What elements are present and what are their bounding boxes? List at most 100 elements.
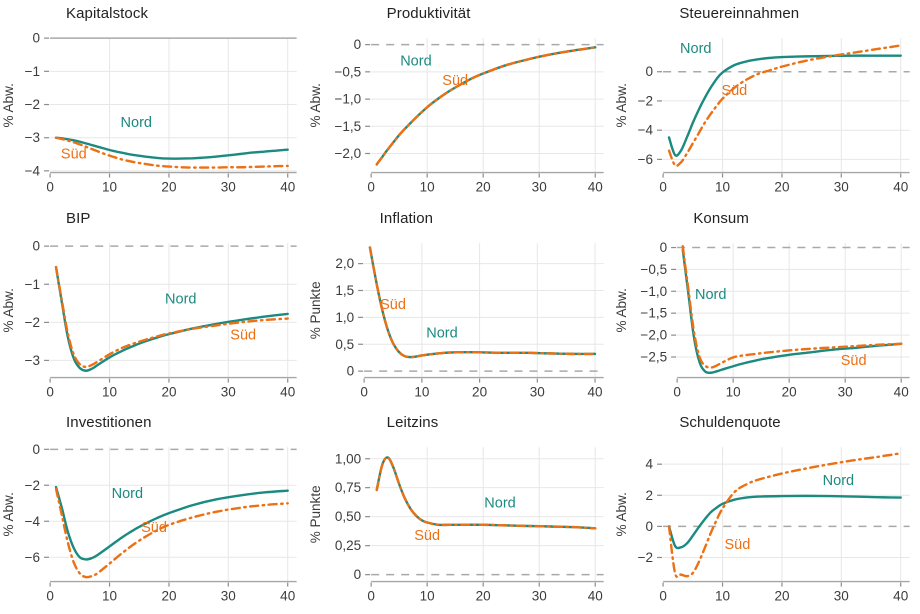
chart-title: Inflation (379, 209, 434, 227)
y-tick-label: −0,5 (641, 262, 668, 277)
chart-panel-kapitalstock: 0 10 20 30 40 0 −1 −2 −3 −4 % Abw. Nord Süd Kapitals… (0, 0, 307, 205)
y-axis-label: % Abw. (1, 492, 16, 536)
y-tick-label: 1,00 (334, 452, 360, 467)
chart-panel-bip: 0 10 20 30 40 0 −1 −2 −3 % Abw. Nord Süd BIP (0, 205, 307, 410)
x-tick-label: 10 (102, 180, 117, 195)
x-tick-label: 30 (221, 589, 236, 604)
chart-plot: 0 10 20 30 40 0 −1 −2 −3 % Abw. Nord Süd (1, 238, 297, 399)
chart-title: Steuereinnahmen (679, 5, 800, 22)
series-sued-label: Süd (380, 297, 406, 313)
chart-plot: 0 10 20 30 40 0 0,5 1,0 1,5 2,0 % Punkte Nord Süd (308, 242, 604, 399)
chart-plot: 0 10 20 30 40 0 0,25 0,50 0,75 1,00 % Punkte Nord Sü… (308, 447, 604, 604)
y-tick-label: 1,5 (335, 283, 354, 298)
chart-panel-inflation: 0 10 20 30 40 0 0,5 1,0 1,5 2,0 % Punkte Nord Süd In… (307, 205, 614, 410)
x-tick-label: 40 (280, 384, 295, 399)
chart-panel-steuereinnahmen: 0 10 20 30 40 0 −2 −4 −6 % Abw. Nord Süd Steuereinn… (613, 0, 920, 205)
series-nord-line (54, 136, 289, 160)
chart-title: Schuldenquote (679, 414, 781, 432)
x-tick-label: 20 (161, 384, 176, 399)
x-tick-label: 0 (660, 180, 668, 195)
x-tick-label: 30 (221, 180, 236, 195)
x-tick-label: 30 (221, 384, 236, 399)
x-tick-label: 20 (475, 180, 490, 195)
x-tick-label: 30 (834, 589, 849, 604)
x-tick-label: 10 (414, 384, 429, 399)
y-tick-label: −1 (25, 276, 40, 291)
x-tick-label: 40 (587, 384, 602, 399)
series-nord-line (668, 495, 903, 550)
series-nord-label: Nord (680, 41, 711, 57)
x-tick-label: 40 (894, 180, 909, 195)
series-sued-line (54, 265, 289, 368)
y-tick-label: −4 (25, 163, 41, 178)
chart-title: Kapitalstock (66, 5, 149, 22)
y-tick-label: 0,50 (334, 509, 360, 524)
y-tick-label: −2 (25, 97, 40, 112)
x-tick-label: 0 (360, 384, 368, 399)
chart-panel-konsum: 0 10 20 30 40 0 −0,5 −1,0 −1,5 −2,0 −2,5 % Abw. Nord… (613, 205, 920, 410)
chart-plot: 0 10 20 30 40 0 −2 −4 −6 % Abw. Nord Süd (1, 442, 297, 604)
y-axis-label: % Abw. (308, 83, 323, 127)
y-tick-label: −2 (25, 315, 40, 330)
y-tick-label: 2,0 (335, 256, 354, 271)
series-nord-label: Nord (823, 474, 854, 490)
series-sued-label: Süd (414, 528, 440, 544)
series-nord-label: Nord (112, 487, 143, 503)
x-tick-label: 20 (775, 589, 790, 604)
y-tick-label: 0 (353, 37, 361, 52)
chart-title: Konsum (693, 209, 749, 227)
x-tick-label: 30 (529, 384, 544, 399)
x-tick-label: 40 (894, 384, 909, 399)
y-tick-label: −4 (25, 514, 41, 529)
series-sued-line (668, 44, 903, 168)
series-nord-line (681, 248, 903, 374)
y-tick-label: 4 (646, 457, 654, 472)
y-axis-label: % Punkte (308, 486, 323, 544)
series-sued-label: Süd (442, 73, 468, 89)
x-tick-label: 0 (367, 589, 375, 604)
x-tick-label: 0 (46, 589, 54, 604)
series-sued-line (54, 487, 289, 579)
y-tick-label: 0 (660, 240, 668, 255)
y-tick-label: 0 (33, 238, 41, 253)
series-nord-line (54, 265, 289, 372)
x-tick-label: 10 (419, 180, 434, 195)
chart-plot: 0 10 20 30 40 0 −0,5 −1,0 −1,5 −2,0 % Abw. Nord Süd (308, 37, 604, 195)
x-tick-label: 0 (46, 180, 54, 195)
y-tick-label: −1,0 (641, 283, 668, 298)
x-tick-label: 30 (531, 180, 546, 195)
y-axis-label: % Abw. (1, 288, 16, 332)
series-sued-label: Süd (230, 327, 256, 343)
x-tick-label: 10 (726, 384, 741, 399)
y-tick-label: −2 (638, 93, 653, 108)
x-tick-label: 10 (419, 589, 434, 604)
y-tick-label: 0 (346, 363, 354, 378)
x-tick-label: 40 (587, 589, 602, 604)
x-tick-label: 30 (834, 180, 849, 195)
y-tick-label: −2 (638, 550, 653, 565)
series-sued-label: Süd (725, 537, 751, 553)
y-tick-label: −1,0 (334, 92, 361, 107)
series-nord-line (668, 54, 903, 157)
y-tick-label: 0 (646, 519, 654, 534)
x-tick-label: 10 (102, 384, 117, 399)
series-nord-label: Nord (695, 287, 726, 303)
y-axis-label: % Punkte (308, 281, 323, 339)
y-tick-label: −4 (638, 123, 654, 138)
x-tick-label: 30 (838, 384, 853, 399)
x-tick-label: 40 (280, 589, 295, 604)
x-tick-label: 20 (161, 180, 176, 195)
y-tick-label: −2,0 (641, 327, 668, 342)
chart-plot: 0 10 20 30 40 0 −1 −2 −3 −4 % Abw. Nord Süd (1, 31, 297, 195)
y-axis-label: % Abw. (614, 492, 629, 536)
x-tick-label: 10 (715, 180, 730, 195)
chart-panel-investitionen: 0 10 20 30 40 0 −2 −4 −6 % Abw. Nord Süd Investitio… (0, 409, 307, 614)
y-tick-label: 0 (33, 442, 41, 457)
y-tick-label: −1,5 (334, 119, 361, 134)
x-tick-label: 20 (475, 589, 490, 604)
x-tick-label: 20 (782, 384, 797, 399)
y-tick-label: 0 (353, 567, 361, 582)
series-sued-line (54, 136, 289, 169)
